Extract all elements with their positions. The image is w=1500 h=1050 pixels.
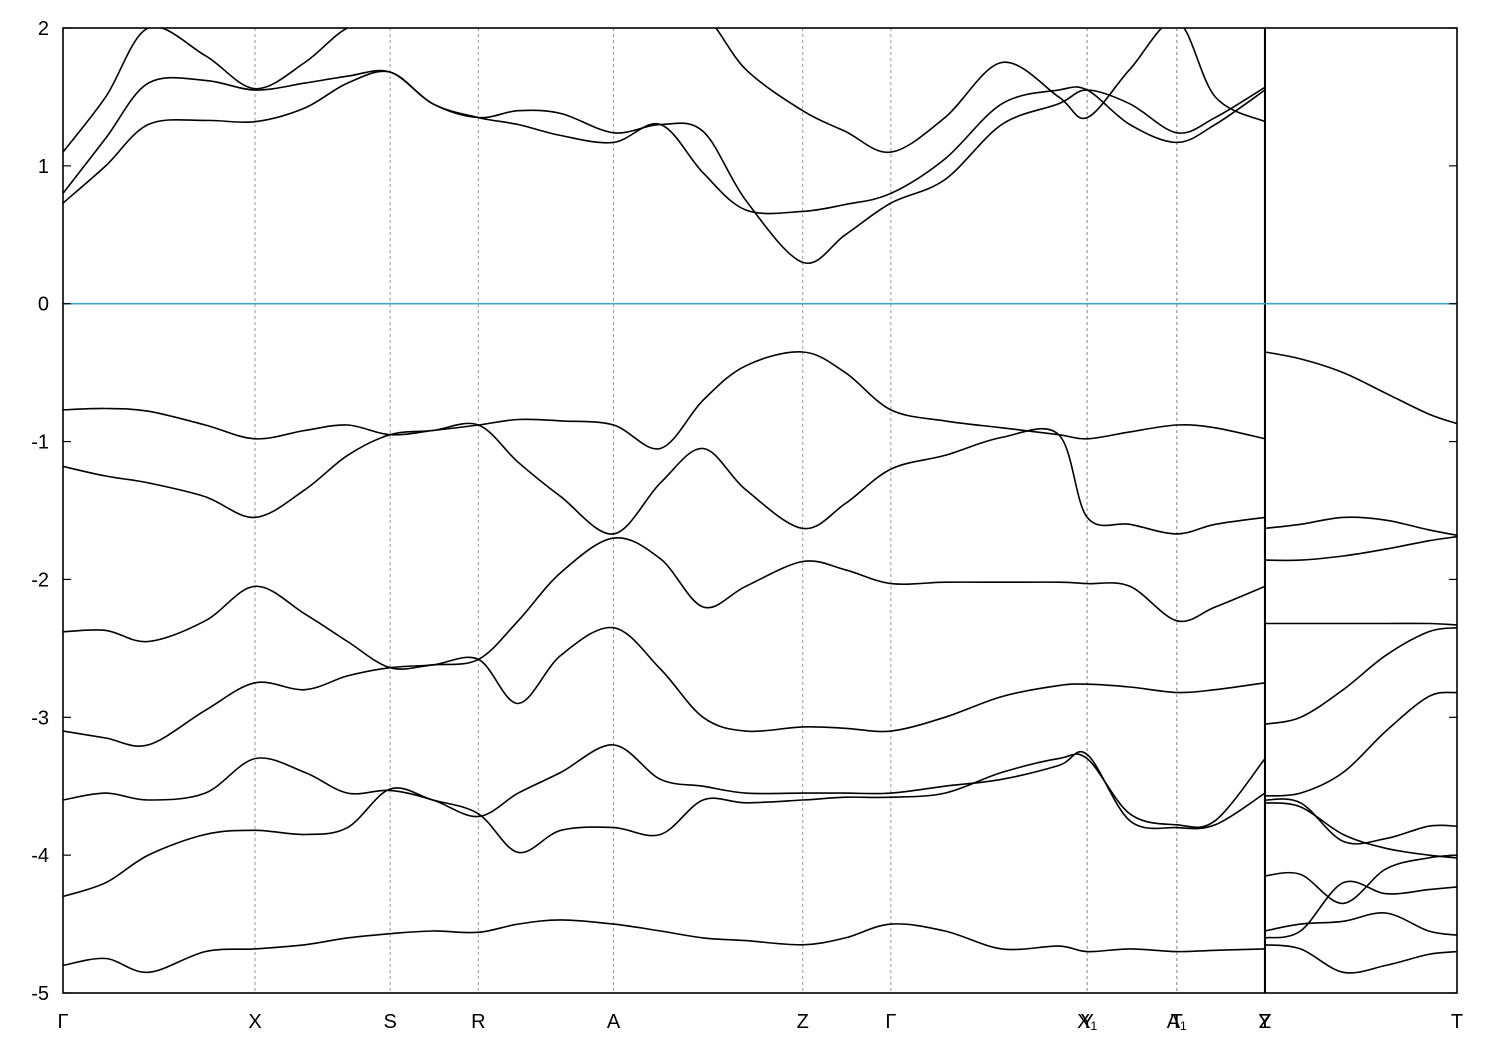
x-tick-label: T: [1171, 1011, 1183, 1033]
y-tick-label: -4: [31, 845, 49, 867]
x-tick-label: X: [248, 1011, 261, 1033]
x-axis-ticks: Γ X S R A Z Γ YX₁ A₁T YZ T: [57, 1011, 1463, 1033]
band-6: [63, 351, 1266, 450]
x-tick-label: Γ: [57, 1011, 68, 1033]
x-tick-label: Z: [1259, 1011, 1271, 1033]
x-tick-label: Y: [1080, 1011, 1093, 1033]
x-tick-label: T: [1451, 1011, 1463, 1033]
band-5: [63, 422, 1266, 535]
band-3: [63, 626, 1266, 747]
band-8: [63, 69, 1266, 265]
y-tick-label: 1: [38, 156, 49, 178]
band-18: [1264, 854, 1457, 905]
high-symmetry-gridlines: [254, 28, 1266, 993]
band-15: [1264, 691, 1457, 797]
band-20: [1264, 912, 1457, 936]
band-11: [1264, 516, 1457, 537]
y-tick-label: -2: [31, 569, 49, 591]
band-9: [63, 28, 1266, 153]
plot-frame: [62, 27, 1458, 994]
x-tick-label: A: [607, 1011, 621, 1033]
x-tick-label: R: [471, 1011, 485, 1033]
x-tick-label: A₁: [1167, 1011, 1187, 1033]
band-lines: [63, 28, 1457, 974]
y-tick-label: 0: [38, 294, 49, 316]
band-0: [63, 919, 1266, 974]
band-17: [1264, 798, 1457, 845]
band-16: [1264, 802, 1457, 859]
band-2: [63, 744, 1266, 830]
band-19: [1264, 880, 1457, 939]
band-4: [63, 537, 1266, 670]
y-axis-ticks: 2 1 0 -1 -2 -3 -4 -5: [31, 18, 1457, 1005]
x-tick-label: Y: [1258, 1011, 1271, 1033]
x-tick-label: Γ: [885, 1011, 896, 1033]
band-7: [63, 70, 1266, 215]
band-1: [63, 753, 1266, 898]
y-tick-label: -1: [31, 432, 49, 454]
band-12: [1264, 535, 1457, 562]
x-tick-label: X₁: [1077, 1011, 1097, 1033]
y-tick-label: 2: [38, 18, 49, 40]
x-tick-label: Z: [797, 1011, 809, 1033]
band-14: [1264, 626, 1457, 725]
band-21: [1264, 944, 1457, 974]
y-tick-label: -5: [31, 983, 49, 1005]
band-13: [1265, 622, 1457, 626]
band-10: [1264, 351, 1457, 425]
y-tick-label: -3: [31, 707, 49, 729]
x-tick-label: S: [383, 1011, 396, 1033]
